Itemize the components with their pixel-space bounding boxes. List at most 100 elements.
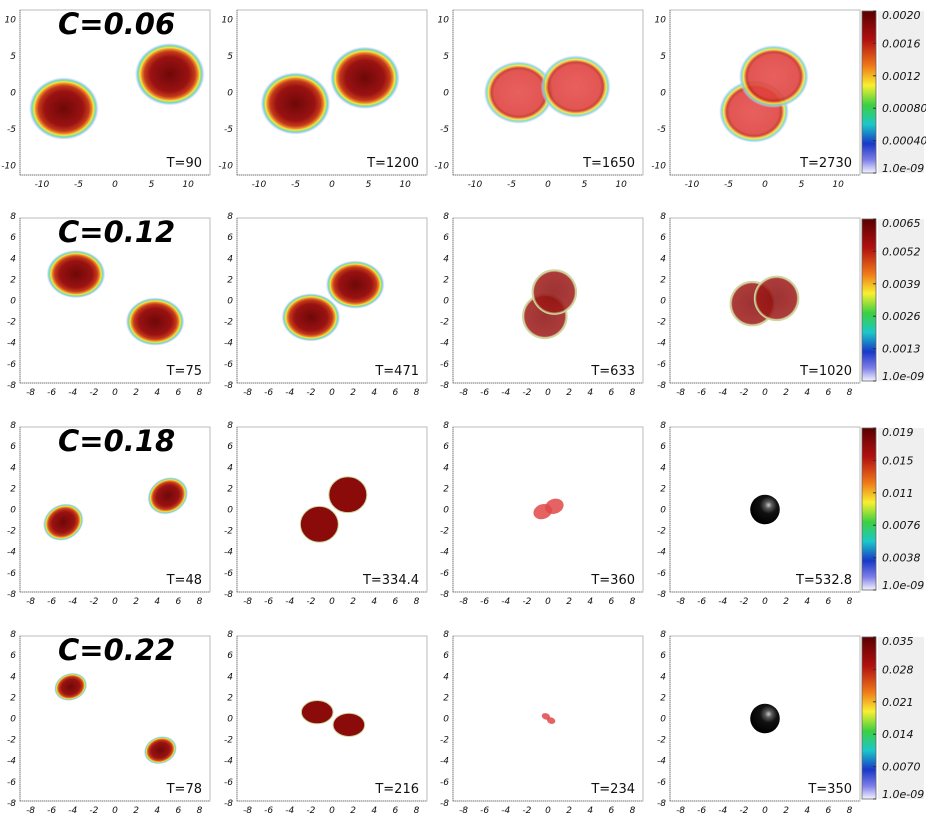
x-tick-label: -4 <box>501 597 510 607</box>
x-tick-label: 6 <box>825 388 831 398</box>
soliton-blob <box>325 260 385 309</box>
x-tick-label: 2 <box>566 806 572 816</box>
x-tick-label: -8 <box>26 597 35 607</box>
x-tick-label: 0 <box>762 806 768 816</box>
y-tick-label: -5 <box>7 125 16 135</box>
x-tick-label: -5 <box>507 180 516 190</box>
y-tick-label: -2 <box>440 318 449 328</box>
x-tick-label: 6 <box>608 388 614 398</box>
x-tick-label: 6 <box>392 806 398 816</box>
panel-r4-c1: -8 -8 -6 -6 -4 -4 -2 -2 0 0 2 2 4 4 6 6 8 8 T=78 <box>7 630 211 816</box>
time-label: T=1200 <box>366 156 419 171</box>
x-tick-label: 6 <box>392 388 398 398</box>
y-tick-label: 0 <box>10 297 16 307</box>
x-tick-label: -6 <box>47 597 56 607</box>
y-tick-label: -4 <box>7 548 16 558</box>
soliton-blob <box>738 45 809 108</box>
panel-r1-c3: -10 -10 -5 -5 0 0 5 5 10 10 T=1650 <box>434 9 644 190</box>
x-tick-label: 8 <box>847 597 853 607</box>
x-tick-label: -8 <box>26 388 35 398</box>
plot-row-2: -8 -8 -6 -6 -4 -4 -2 -2 0 0 2 2 4 4 6 6 8 8 T=75 -8 -8 -6 -6 -4… <box>7 212 924 398</box>
soliton-blob <box>147 476 189 515</box>
x-tick-label: -2 <box>739 597 748 607</box>
y-tick-label: -6 <box>440 360 449 370</box>
y-tick-label: -5 <box>224 125 233 135</box>
x-tick-label: 10 <box>182 180 194 190</box>
y-tick-label: -8 <box>657 799 666 809</box>
time-label: T=633 <box>590 364 635 379</box>
y-tick-label: -6 <box>7 569 16 579</box>
x-tick-label: -6 <box>47 806 56 816</box>
colorbar-label-bg <box>878 219 924 381</box>
y-tick-label: -6 <box>7 360 16 370</box>
y-tick-label: -2 <box>657 527 666 537</box>
y-tick-label: -10 <box>218 162 233 172</box>
soliton-blob <box>28 77 99 140</box>
panel-r1-c1: -10 -10 -5 -5 0 0 5 5 10 10 T=90 <box>1 9 211 190</box>
y-tick-label: 8 <box>443 212 449 222</box>
y-tick-label: 5 <box>443 52 449 62</box>
y-tick-label: 0 <box>443 297 449 307</box>
y-tick-label: 8 <box>10 630 16 640</box>
y-tick-label: -8 <box>7 381 16 391</box>
y-tick-label: -5 <box>440 125 449 135</box>
blob-group <box>299 476 368 543</box>
y-tick-label: 0 <box>227 715 233 725</box>
y-tick-label: 6 <box>10 651 16 661</box>
soliton-blob <box>750 703 780 734</box>
x-tick-label: 0 <box>112 806 118 816</box>
x-tick-label: -8 <box>459 597 468 607</box>
colorbar-tick-label: 0.0026 <box>882 310 921 323</box>
plot-row-4: -8 -8 -6 -6 -4 -4 -2 -2 0 0 2 2 4 4 6 6 8 8 T=78 -8 -8 -6 -6 -4… <box>7 630 924 816</box>
panel-r3-c4: -8 -8 -6 -6 -4 -4 -2 -2 0 0 2 2 4 4 6 6 8 8 T=532.8 <box>657 421 861 607</box>
x-tick-label: 0 <box>112 180 118 190</box>
y-tick-label: 6 <box>660 442 666 452</box>
x-tick-label: 8 <box>847 806 853 816</box>
y-tick-label: 6 <box>10 233 16 243</box>
y-tick-label: 5 <box>227 52 233 62</box>
y-tick-label: -2 <box>224 527 233 537</box>
x-tick-label: -6 <box>697 806 706 816</box>
time-label: T=360 <box>590 573 635 588</box>
x-tick-label: -5 <box>724 180 733 190</box>
y-tick-label: -4 <box>7 757 16 767</box>
panel-frame <box>19 635 211 802</box>
x-tick-label: 6 <box>825 597 831 607</box>
y-tick-label: -4 <box>440 548 449 558</box>
x-tick-label: -4 <box>718 388 727 398</box>
colorbar-tick-label: 0.00040 <box>882 135 926 148</box>
y-tick-label: -5 <box>657 125 666 135</box>
x-tick-label: -8 <box>676 597 685 607</box>
x-tick-label: 2 <box>783 388 789 398</box>
y-tick-label: -4 <box>440 339 449 349</box>
x-tick-label: 0 <box>112 388 118 398</box>
soliton-blob <box>545 498 564 514</box>
x-tick-label: -4 <box>285 388 294 398</box>
x-tick-label: -2 <box>89 388 98 398</box>
colorbar-tick-label: 0.0038 <box>882 552 921 565</box>
y-tick-label: 2 <box>227 275 233 285</box>
y-tick-label: 4 <box>443 672 449 682</box>
x-tick-label: 6 <box>825 806 831 816</box>
x-tick-label: 2 <box>566 388 572 398</box>
x-tick-label: -2 <box>89 597 98 607</box>
blob-group <box>260 46 400 135</box>
y-tick-label: 10 <box>438 15 450 25</box>
colorbar-tick-label: 0.0012 <box>882 70 921 83</box>
x-tick-label: -4 <box>718 806 727 816</box>
x-tick-label: -4 <box>285 597 294 607</box>
colorbar-tick-label: 1.0e-09 <box>882 579 924 592</box>
y-tick-label: -2 <box>657 736 666 746</box>
blob-group <box>54 672 177 765</box>
x-tick-label: 4 <box>154 388 160 398</box>
x-tick-label: -8 <box>676 388 685 398</box>
x-tick-label: -10 <box>468 180 483 190</box>
y-tick-label: -2 <box>224 318 233 328</box>
soliton-blob <box>750 494 780 525</box>
y-tick-label: 0 <box>10 715 16 725</box>
colorbar-tick-label: 0.0039 <box>882 278 921 291</box>
x-tick-label: -6 <box>480 806 489 816</box>
colorbar-1: 0.0020 0.0016 0.0012 0.00080 0.00040 1.0e-09 <box>861 9 926 175</box>
x-tick-label: 5 <box>799 180 805 190</box>
y-tick-label: 8 <box>227 421 233 431</box>
